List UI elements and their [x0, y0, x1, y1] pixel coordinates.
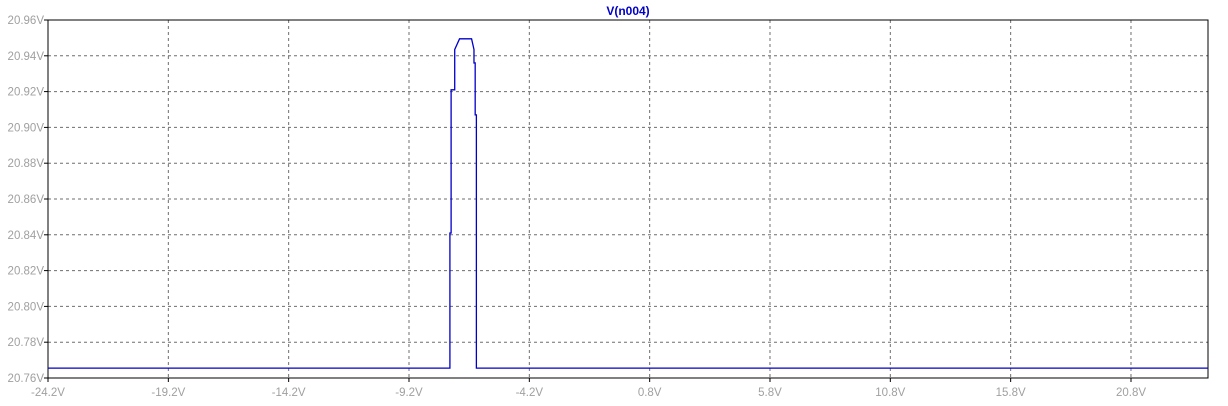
x-tick-label: 0.8V — [638, 387, 662, 399]
x-tick-label: -9.2V — [395, 387, 423, 399]
x-tick-label: 5.8V — [758, 387, 782, 399]
x-tick-label: -14.2V — [272, 387, 306, 399]
y-tick-label: 20.94V — [8, 51, 45, 63]
chart-title: V(n004) — [606, 4, 649, 18]
series-line — [48, 38, 1208, 369]
y-tick-label: 20.84V — [8, 230, 45, 242]
y-tick-label: 20.82V — [8, 266, 45, 278]
y-tick-label: 20.78V — [8, 337, 45, 349]
y-tick-label: 20.92V — [8, 87, 45, 99]
y-tick-label: 20.90V — [8, 122, 45, 134]
y-tick-label: 20.86V — [8, 194, 45, 206]
y-tick-label: 20.96V — [8, 15, 45, 27]
grid-lines — [48, 20, 1208, 378]
y-tick-label: 20.88V — [8, 158, 45, 170]
x-tick-label: -19.2V — [151, 387, 185, 399]
y-tick-label: 20.80V — [8, 301, 45, 313]
series-layer — [48, 38, 1208, 369]
y-tick-label: 20.76V — [8, 373, 45, 385]
x-tick-label: -4.2V — [516, 387, 544, 399]
x-tick-label: 15.8V — [996, 387, 1026, 399]
x-tick-label: 10.8V — [875, 387, 905, 399]
y-axis-ticks: 20.96V 20.94V 20.92V 20.90V 20.88V 20.86V 20.8… — [8, 15, 48, 385]
x-tick-label: 20.8V — [1116, 387, 1146, 399]
x-tick-label: -24.2V — [31, 387, 65, 399]
x-axis-ticks: -24.2V -19.2V -14.2V -9.2V -4.2V 0.8V 5.8V 10.8… — [31, 378, 1146, 399]
